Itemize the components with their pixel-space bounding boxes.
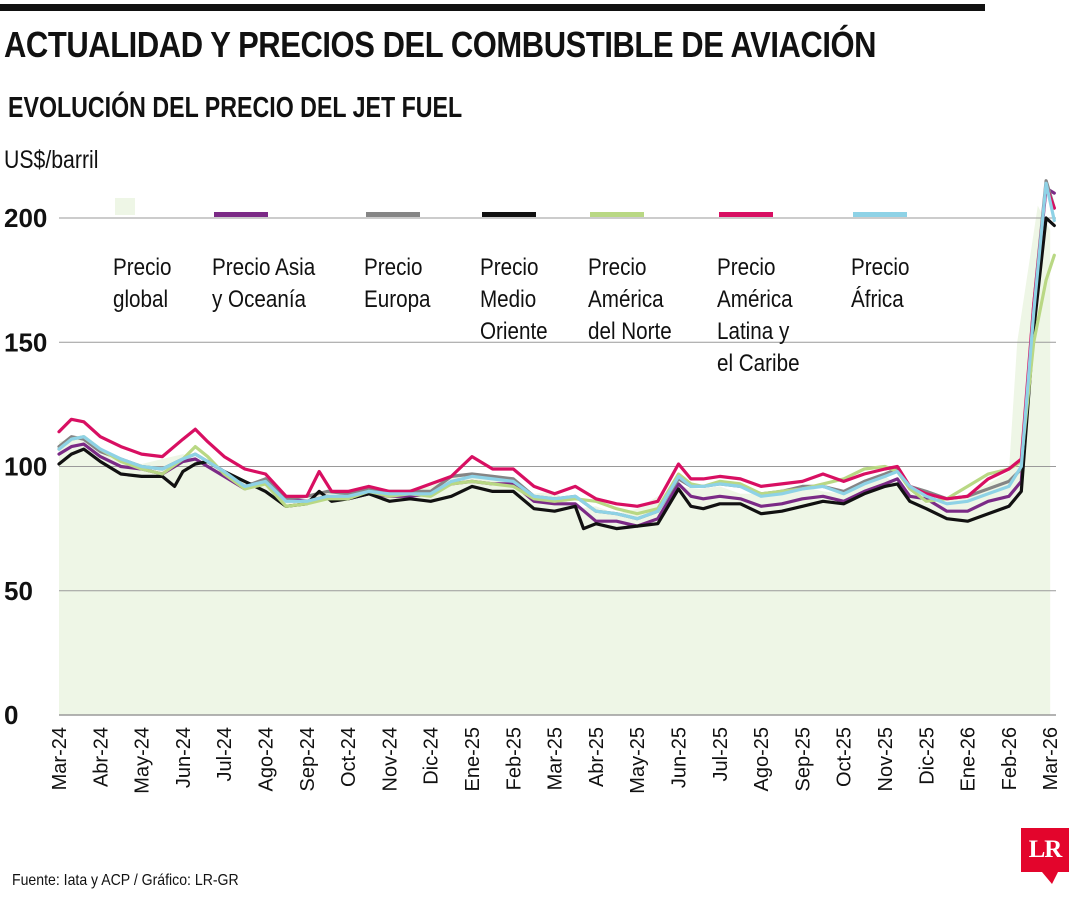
y-tick-200: 200 <box>4 203 47 233</box>
chart-subtitle: EVOLUCIÓN DEL PRECIO DEL JET FUEL <box>8 92 463 124</box>
x-tick-label: Dic-24 <box>421 727 443 785</box>
series-line-1 <box>57 186 1056 528</box>
source-note: Fuente: Iata y ACP / Gráfico: LR-GR <box>12 872 239 889</box>
x-tick-labels: Mar-24 Abr-24 May-24 Jun-24 Jul-24 Ago-24 Sep-… <box>49 727 1062 794</box>
x-tick-label: Dic-25 <box>916 727 938 785</box>
legend-label-5: del Norte <box>588 318 672 345</box>
legend-label-1: global <box>113 286 168 313</box>
y-tick-0: 0 <box>4 700 18 730</box>
top-rule <box>0 4 985 11</box>
legend-label-3: Precio <box>364 254 422 281</box>
y-tick-labels: 0 50 100 150 200 <box>4 203 47 730</box>
legend-swatch-7 <box>853 212 907 217</box>
x-tick-label: Sep-25 <box>792 727 814 792</box>
legend-swatch-1 <box>115 198 135 215</box>
series-line-6 <box>57 181 1056 521</box>
x-tick-label: Nov-25 <box>875 727 897 791</box>
legend-swatch-3 <box>366 212 420 217</box>
y-tick-150: 150 <box>4 327 47 357</box>
x-tick-label: Mar-26 <box>1040 727 1062 790</box>
legend-label-6: América <box>717 286 793 313</box>
x-tick-label: Ago-25 <box>751 727 773 792</box>
legend: Precio global Precio Asia y Oceanía Precio Eu… <box>113 198 909 376</box>
legend-swatch-6 <box>719 212 773 217</box>
legend-label-7: África <box>851 286 904 313</box>
legend-label-6: el Caribe <box>717 350 800 377</box>
x-tick-label: Nov-24 <box>379 727 401 791</box>
x-tick-label: Abr-25 <box>586 727 608 787</box>
legend-swatch-2 <box>214 212 268 217</box>
series-lines <box>57 179 1056 531</box>
x-tick-label: Jun-25 <box>669 727 691 788</box>
legend-label-4: Medio <box>480 286 536 313</box>
x-tick-label: Ene-26 <box>958 727 980 792</box>
x-tick-label: Ene-25 <box>462 727 484 792</box>
legend-label-7: Precio <box>851 254 909 281</box>
x-tick-label: Mar-24 <box>49 727 71 790</box>
y-axis-label: US$/barril <box>4 146 99 174</box>
x-tick-label: May-24 <box>132 727 154 794</box>
x-tick-label: Abr-24 <box>90 727 112 787</box>
y-tick-100: 100 <box>4 452 47 482</box>
series-line-4 <box>57 253 1056 516</box>
x-tick-label: Jun-24 <box>173 727 195 788</box>
page-title: ACTUALIDAD Y PRECIOS DEL COMBUSTIBLE DE … <box>4 24 877 65</box>
lr-logo-tail <box>1042 872 1058 884</box>
legend-label-6: Precio <box>717 254 775 281</box>
x-tick-label: May-25 <box>627 727 649 794</box>
x-tick-label: Oct-24 <box>338 727 360 787</box>
x-tick-label: Oct-25 <box>834 727 856 787</box>
y-tick-50: 50 <box>4 576 33 606</box>
series-line-3 <box>57 216 1056 531</box>
x-tick-label: Mar-25 <box>545 727 567 790</box>
legend-label-3: Europa <box>364 286 431 313</box>
series-area-precio-global <box>59 205 1051 715</box>
legend-label-2: y Oceanía <box>212 286 307 313</box>
legend-label-5: América <box>588 286 664 313</box>
legend-label-5: Precio <box>588 254 646 281</box>
x-tick-label: Feb-25 <box>503 727 525 790</box>
legend-label-2: Precio Asia <box>212 254 316 281</box>
x-tick-label: Sep-24 <box>297 727 319 792</box>
legend-swatch-4 <box>482 212 536 217</box>
x-tick-label: Ago-24 <box>256 727 278 792</box>
legend-label-4: Oriente <box>480 318 548 345</box>
x-tick-label: Jul-25 <box>710 727 732 781</box>
area-layer <box>59 205 1051 715</box>
legend-label-1: Precio <box>113 254 171 281</box>
legend-label-4: Precio <box>480 254 538 281</box>
x-tick-label: Jul-24 <box>214 727 236 781</box>
x-tick-label: Feb-26 <box>999 727 1021 790</box>
legend-swatch-5 <box>590 212 644 217</box>
legend-label-6: Latina y <box>717 318 790 345</box>
lr-logo: LR <box>1021 828 1069 872</box>
